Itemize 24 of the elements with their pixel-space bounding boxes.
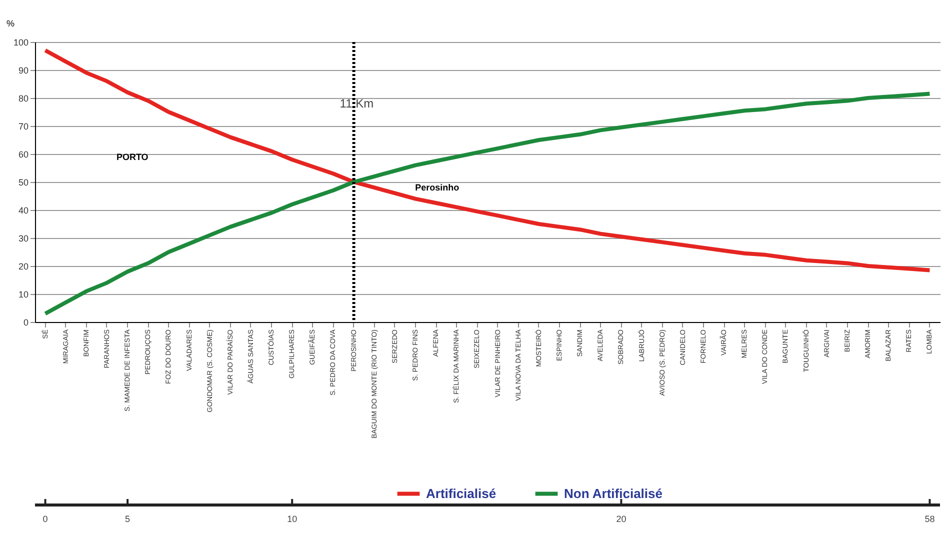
y-axis-title: % — [6, 18, 15, 28]
y-tick-label: 70 — [18, 122, 28, 132]
annotation: PORTO — [116, 152, 148, 162]
ref-line-label: 11 Km — [340, 96, 374, 111]
line-series — [43, 92, 932, 316]
annotation: 0 — [42, 514, 48, 524]
y-tick-label: 60 — [18, 150, 28, 160]
annotation: Perosinho — [415, 182, 460, 193]
line-series — [43, 48, 932, 272]
annotation: 5 — [125, 514, 130, 524]
y-tick-label: 100 — [13, 38, 28, 48]
annotation: 20 — [616, 514, 626, 524]
legend-label: Artificialisé — [426, 486, 496, 501]
y-tick-label: 10 — [18, 290, 28, 300]
y-tick-label: 30 — [18, 234, 28, 244]
annotation: 58 — [924, 514, 935, 524]
y-tick-label: 50 — [18, 178, 28, 188]
y-tick-label: 40 — [18, 206, 28, 216]
y-tick-label: 80 — [18, 94, 28, 104]
legend-label: Non Artificialisé — [564, 486, 662, 501]
y-tick-label: 20 — [18, 262, 28, 272]
y-tick-label: 0 — [23, 318, 28, 328]
y-tick-label: 90 — [18, 66, 28, 76]
annotation: 10 — [287, 514, 298, 524]
